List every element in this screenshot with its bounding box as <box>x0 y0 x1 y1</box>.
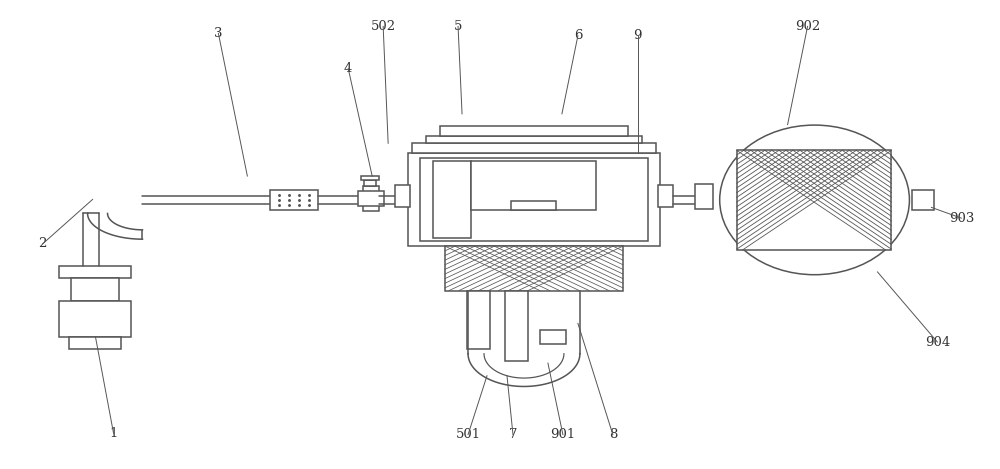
Bar <box>358 190 384 206</box>
Bar <box>420 158 648 241</box>
Bar <box>511 201 556 210</box>
Bar <box>433 161 471 238</box>
Text: 4: 4 <box>344 62 352 75</box>
Bar <box>364 180 376 186</box>
Bar <box>440 127 628 136</box>
Text: 6: 6 <box>574 29 582 42</box>
Text: 1: 1 <box>109 427 118 440</box>
Bar <box>69 337 121 349</box>
Bar <box>361 176 379 180</box>
Ellipse shape <box>720 125 909 275</box>
Text: 904: 904 <box>925 335 950 348</box>
Text: 3: 3 <box>214 27 223 40</box>
Text: 502: 502 <box>371 20 396 33</box>
Text: 903: 903 <box>949 212 974 225</box>
Bar <box>270 190 318 210</box>
Bar <box>912 189 934 210</box>
Text: 902: 902 <box>795 20 820 33</box>
Bar <box>540 330 566 344</box>
Bar <box>59 301 131 337</box>
Bar <box>658 185 673 207</box>
Text: 501: 501 <box>455 428 481 441</box>
Bar <box>412 144 656 153</box>
Bar <box>471 161 596 210</box>
Text: 8: 8 <box>609 428 617 441</box>
Text: 9: 9 <box>634 29 642 42</box>
Bar <box>737 151 891 250</box>
Text: 2: 2 <box>38 237 47 250</box>
Bar <box>395 185 410 207</box>
Bar <box>71 278 119 301</box>
Text: 7: 7 <box>509 428 517 441</box>
Text: 5: 5 <box>454 20 462 33</box>
Bar <box>59 266 131 278</box>
Bar <box>695 184 713 209</box>
Text: 901: 901 <box>550 428 576 441</box>
Bar <box>426 136 642 144</box>
Bar <box>467 291 490 349</box>
Bar <box>363 186 379 211</box>
Bar <box>445 246 623 291</box>
Bar <box>408 153 660 246</box>
Bar <box>505 291 528 361</box>
